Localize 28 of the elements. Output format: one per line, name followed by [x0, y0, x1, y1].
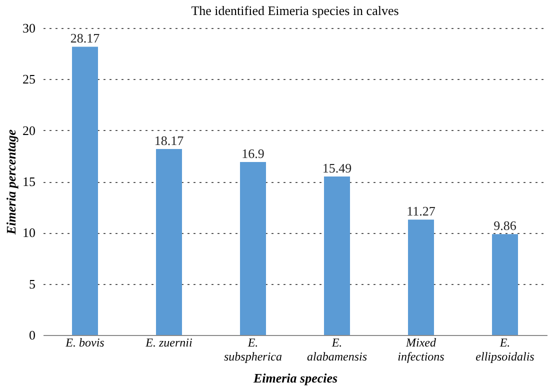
bar — [492, 234, 518, 335]
bar — [408, 220, 434, 335]
data-label: 28.17 — [70, 30, 100, 46]
bar — [324, 176, 350, 335]
chart-title: The identified Eimeria species in calves — [191, 3, 399, 18]
y-axis-title: Eimeria percentage — [4, 129, 18, 236]
y-tick-label: 30 — [22, 20, 36, 36]
y-tick-label: 5 — [29, 276, 36, 292]
x-tick-label: E. subspherica — [224, 336, 282, 364]
x-tick-label: E. zuernii — [144, 336, 192, 350]
y-tick-label: 20 — [22, 122, 36, 138]
x-tick-label: E. alabamensis — [307, 336, 368, 364]
x-tick-label: Mixed infections — [398, 336, 445, 364]
bar — [72, 46, 98, 335]
x-tick-label: E. bovis — [64, 336, 105, 350]
y-tick-label: 25 — [22, 72, 36, 87]
bar — [156, 149, 182, 335]
data-label: 15.49 — [322, 160, 352, 176]
data-label: 11.27 — [406, 204, 436, 219]
y-tick-label: 0 — [29, 328, 36, 342]
x-axis-title: Eimeria species — [252, 370, 338, 386]
data-label: 18.17 — [154, 133, 184, 148]
data-label: 16.9 — [242, 146, 264, 162]
y-tick-label: 10 — [22, 225, 36, 240]
y-tick-label: 15 — [22, 174, 36, 189]
data-label: 9.86 — [494, 218, 517, 234]
x-tick-label: E. ellipsoidalis — [476, 336, 535, 364]
bar — [240, 162, 266, 335]
